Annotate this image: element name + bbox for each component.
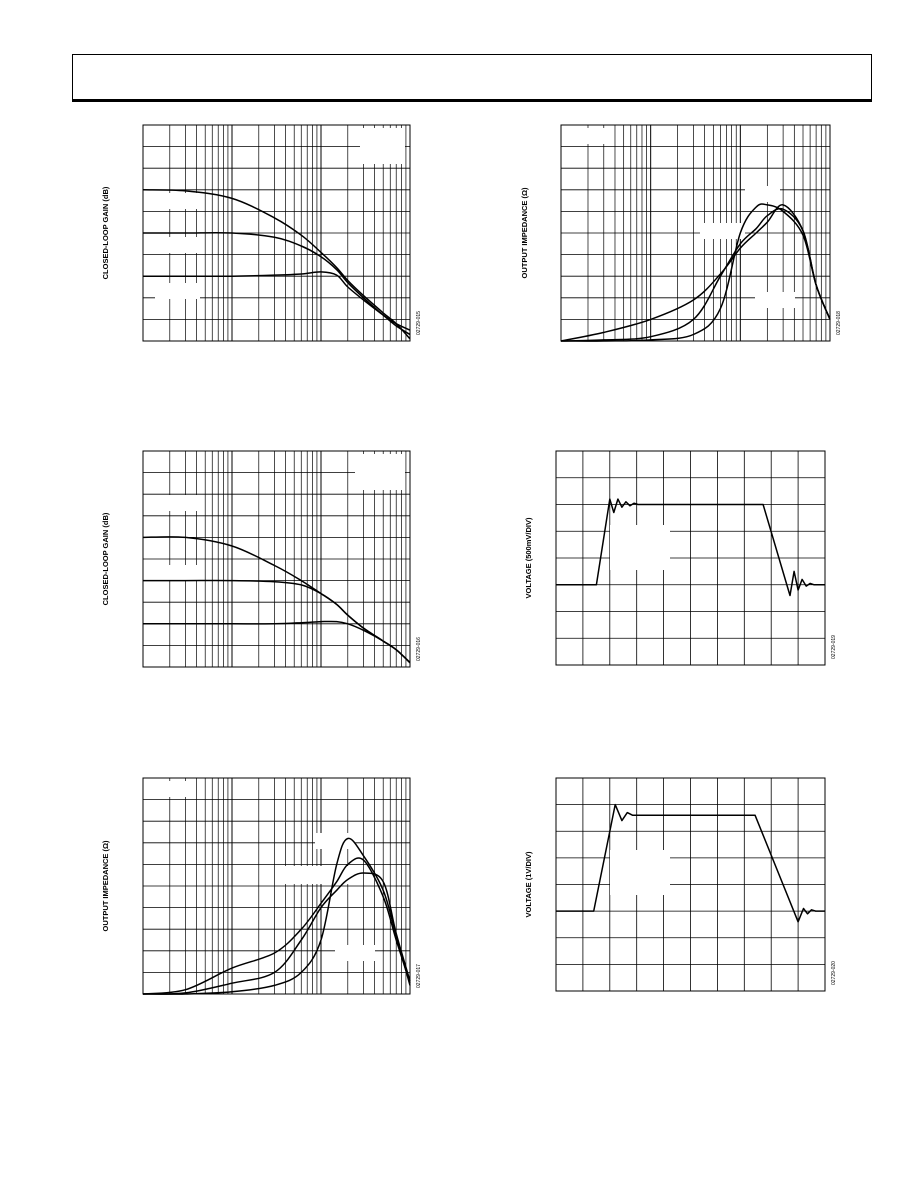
- chart-plot-3: OUTPUT IMPEDANCE (Ω) 02729-017: [101, 777, 422, 995]
- figure-id: 02729-019: [831, 635, 837, 659]
- series-line-3: [142, 271, 411, 331]
- figure-id: 02729-016: [416, 637, 422, 661]
- annotation-box: [355, 454, 405, 490]
- series-line-1: [556, 803, 825, 923]
- series-line-2: [142, 579, 411, 664]
- figure-id: 02729-020: [831, 961, 837, 985]
- annotation-box: [755, 292, 795, 308]
- chart-plot-1: CLOSED-LOOP GAIN (dB) 02729-015: [101, 124, 422, 342]
- annotation-box: [745, 186, 780, 202]
- series-line-1: [142, 189, 411, 340]
- y-axis-label: CLOSED-LOOP GAIN (dB): [101, 186, 110, 279]
- annotation-box: [315, 833, 355, 849]
- figure-id: 02729-018: [836, 311, 842, 335]
- figure-id: 02729-015: [416, 311, 422, 335]
- chart-plot-4: OUTPUT IMPEDANCE (Ω) 02729-018: [520, 124, 842, 342]
- chart-plot-6: VOLTAGE (1V/DIV) 02729-020: [524, 777, 837, 992]
- page-header-box: [72, 54, 872, 102]
- annotation-box: [146, 781, 191, 797]
- series-line-1: [142, 857, 411, 995]
- annotation-box: [155, 495, 200, 511]
- annotation-box: [564, 128, 609, 144]
- annotation-box: [360, 128, 405, 164]
- chart-plot-5: VOLTAGE (500mV/DIV) 02729-019: [524, 450, 837, 666]
- series-line-1: [556, 498, 825, 597]
- annotation-box: [155, 193, 200, 209]
- series-line-2: [142, 872, 411, 995]
- series-line-2: [560, 207, 831, 342]
- annotation-box: [700, 223, 745, 239]
- series-line-3: [143, 620, 411, 664]
- annotation-box: [610, 850, 670, 895]
- series-line-1: [142, 536, 411, 664]
- y-axis-label: CLOSED-LOOP GAIN (dB): [101, 512, 110, 605]
- annotation-box: [155, 565, 200, 581]
- annotation-box: [155, 237, 200, 253]
- y-axis-label: VOLTAGE (500mV/DIV): [524, 517, 533, 598]
- figure-id: 02729-017: [416, 964, 422, 988]
- annotation-box: [335, 945, 375, 961]
- chart-plot-2: CLOSED-LOOP GAIN (dB) 02729-016: [101, 450, 422, 668]
- annotation-box: [610, 525, 670, 570]
- y-axis-label: VOLTAGE (1V/DIV): [524, 851, 533, 917]
- y-axis-label: OUTPUT IMPEDANCE (Ω): [520, 187, 529, 279]
- series-line-1: [560, 204, 831, 342]
- annotation-box: [155, 283, 200, 299]
- series-line-3: [142, 837, 411, 995]
- series-line-3: [560, 203, 831, 342]
- y-axis-label: OUTPUT IMPEDANCE (Ω): [101, 840, 110, 932]
